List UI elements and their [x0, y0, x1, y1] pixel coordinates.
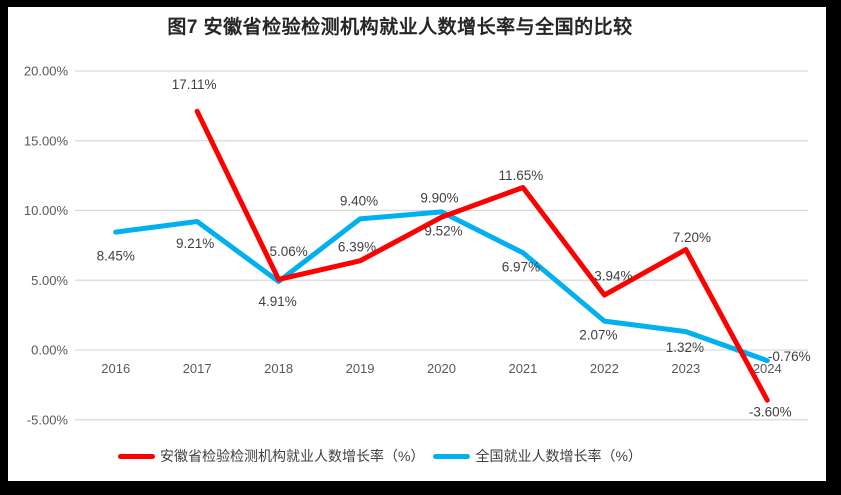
- chart-title: 图7 安徽省检验检测机构就业人数增长率与全国的比较: [167, 17, 633, 38]
- series-line-national: [113, 209, 770, 364]
- x-axis-tick-label: 2024: [753, 361, 782, 376]
- x-axis-tick-label: 2017: [183, 361, 212, 376]
- data-label-national: 6.97%: [502, 259, 540, 274]
- data-label-anhui: 9.52%: [424, 224, 462, 239]
- legend-item-anhui: 安徽省检验检测机构就业人数增长率（%）: [118, 446, 424, 466]
- data-label-anhui: 3.94%: [594, 269, 632, 284]
- legend: 安徽省检验检测机构就业人数增长率（%） 全国就业人数增长率（%）: [118, 447, 642, 465]
- data-label-national: 9.40%: [340, 193, 378, 208]
- x-axis-tick-label: 2023: [671, 361, 700, 376]
- data-label-anhui: 17.11%: [172, 77, 217, 92]
- x-axis-tick-label: 2022: [590, 361, 619, 376]
- x-axis-tick-label: 2019: [346, 361, 375, 376]
- legend-item-national: 全国就业人数增长率（%）: [433, 446, 642, 466]
- y-axis-tick-label: 0.00%: [31, 343, 68, 358]
- y-axis-tick-label: 20.00%: [24, 64, 69, 79]
- x-axis-tick-label: 2016: [101, 361, 130, 376]
- y-axis-tick-label: 15.00%: [24, 133, 69, 148]
- legend-marker-national-line: [433, 453, 471, 459]
- data-label-anhui: 11.65%: [499, 168, 544, 183]
- legend-label-anhui: 安徽省检验检测机构就业人数增长率（%）: [160, 448, 425, 464]
- x-axis-tick-label: 2020: [427, 361, 456, 376]
- data-labels-group: 17.11% 5.06% 6.39% 9.52% 11.65% 3.94% 7.20% -3.…: [97, 77, 811, 420]
- axis-ticks-group: 20.00% 15.00% 10.00% 5.00% 0.00% -5.00% 2016 20…: [24, 64, 782, 428]
- x-axis-tick-label: 2021: [508, 361, 537, 376]
- data-label-anhui: -3.60%: [749, 405, 792, 420]
- data-label-national: -0.76%: [768, 349, 811, 364]
- legend-marker-anhui-line: [118, 453, 155, 459]
- data-label-national: 4.91%: [258, 294, 296, 309]
- data-label-anhui: 5.06%: [269, 244, 307, 259]
- series-line-anhui: [194, 108, 770, 403]
- data-label-national: 9.90%: [420, 190, 458, 205]
- y-axis-tick-label: 5.00%: [31, 273, 68, 288]
- y-axis-tick-label: 10.00%: [24, 203, 69, 218]
- data-label-anhui: 6.39%: [338, 239, 376, 254]
- x-axis-tick-label: 2018: [264, 361, 293, 376]
- data-label-national: 2.07%: [579, 328, 617, 343]
- data-label-national: 1.32%: [666, 340, 704, 355]
- data-label-anhui: 7.20%: [673, 230, 711, 245]
- data-label-national: 9.21%: [176, 236, 214, 251]
- chart-panel: [8, 7, 826, 481]
- series-group: [113, 108, 770, 403]
- y-axis-tick-label: -5.00%: [27, 412, 69, 427]
- data-label-national: 8.45%: [97, 249, 135, 264]
- legend-label-national: 全国就业人数增长率（%）: [475, 448, 642, 464]
